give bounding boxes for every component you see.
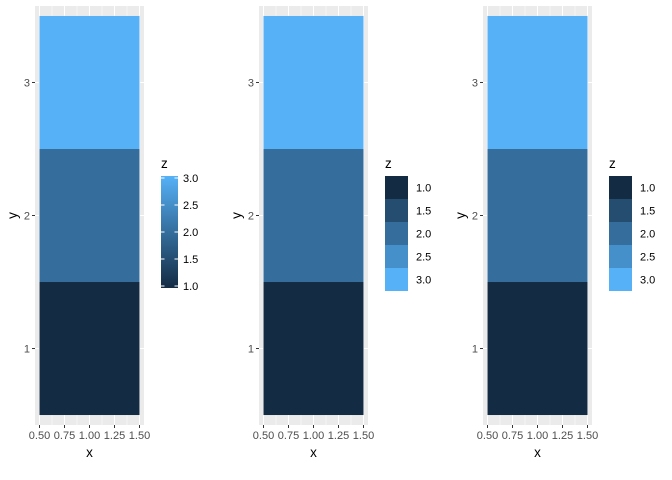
y-axis-title: y — [453, 212, 468, 219]
tiles — [39, 15, 140, 416]
legend: z 1.0 1.5 2.0 2.5 3.0 — [385, 156, 431, 291]
x-tick-label: 1.50 — [353, 430, 374, 442]
legend-key — [609, 268, 632, 291]
x-tick-label: 0.50 — [477, 430, 498, 442]
x-tick-label: 0.75 — [54, 430, 75, 442]
y-tick-label: 2 — [472, 211, 478, 223]
x-tick-label: 1.25 — [328, 430, 349, 442]
x-tick-label: 1.50 — [129, 430, 150, 442]
legend-label: 2.5 — [416, 252, 431, 264]
y-axis: 1 2 3 — [24, 77, 35, 356]
x-tick-label: 0.50 — [253, 430, 274, 442]
y-tick-label: 1 — [472, 344, 478, 356]
x-tick-label: 1.25 — [104, 430, 125, 442]
tile-y1 — [487, 282, 588, 416]
facet-1: 0.50 0.75 1.00 1.25 1.50 1 2 3 x y z 1.0 1.5 2.0 2.5 3.… — [5, 6, 198, 460]
x-tick-label: 1.25 — [552, 430, 573, 442]
legend-key — [385, 176, 408, 199]
legend-label: 2.0 — [640, 229, 655, 241]
tiles — [487, 15, 588, 416]
legend-key — [609, 176, 632, 199]
y-axis: 1 2 3 — [248, 77, 259, 356]
y-axis-title: y — [5, 212, 20, 219]
x-axis-title: x — [86, 445, 93, 460]
facet-3: 0.50 0.75 1.00 1.25 1.50 1 2 3 x y z 1.0 1.5 2.0 2.5 3.… — [453, 6, 655, 460]
tile-y3 — [263, 15, 364, 149]
legend-label: 3.0 — [416, 275, 431, 287]
facet-2: 0.50 0.75 1.00 1.25 1.50 1 2 3 x y z 1.0 1.5 2.0 2.5 3.… — [229, 6, 431, 460]
x-axis: 0.50 0.75 1.00 1.25 1.50 — [29, 425, 150, 442]
legend-label: 1.5 — [183, 254, 198, 266]
legend-label: 3.0 — [640, 275, 655, 287]
x-tick-label: 0.50 — [29, 430, 50, 442]
legend-key — [609, 222, 632, 245]
legend-label: 1.5 — [640, 206, 655, 218]
tile-y3 — [39, 15, 140, 149]
legend: z 1.0 1.5 2.0 2.5 3.0 — [161, 156, 198, 293]
x-tick-label: 1.50 — [577, 430, 598, 442]
legend-key — [385, 222, 408, 245]
legend-title: z — [609, 156, 616, 171]
legend-label: 2.0 — [416, 229, 431, 241]
legend-label: 1.5 — [416, 206, 431, 218]
tile-y2 — [39, 148, 140, 283]
tile-y2 — [263, 148, 364, 283]
legend-key — [385, 245, 408, 268]
legend-label: 1.0 — [416, 183, 431, 195]
legend-key — [385, 268, 408, 291]
y-tick-label: 1 — [248, 344, 254, 356]
y-axis-title: y — [229, 212, 244, 219]
tile-y2 — [487, 148, 588, 283]
x-tick-label: 1.00 — [303, 430, 324, 442]
y-tick-label: 3 — [472, 77, 478, 89]
x-tick-label: 1.00 — [527, 430, 548, 442]
tile-y3 — [487, 15, 588, 149]
x-axis: 0.50 0.75 1.00 1.25 1.50 — [253, 425, 374, 442]
legend-label: 1.0 — [183, 281, 198, 293]
y-tick-label: 3 — [248, 77, 254, 89]
tile-y1 — [263, 282, 364, 416]
tiles — [263, 15, 364, 416]
x-axis: 0.50 0.75 1.00 1.25 1.50 — [477, 425, 598, 442]
x-tick-label: 1.00 — [79, 430, 100, 442]
legend-label: 3.0 — [183, 173, 198, 185]
legend-title: z — [385, 156, 392, 171]
legend-title: z — [161, 156, 168, 171]
legend-key — [385, 199, 408, 222]
x-axis-title: x — [310, 445, 317, 460]
y-tick-label: 3 — [24, 77, 30, 89]
legend-label: 2.5 — [183, 200, 198, 212]
tile-y1 — [39, 282, 140, 416]
legend-key — [609, 199, 632, 222]
legend-label: 2.5 — [640, 252, 655, 264]
y-tick-label: 2 — [248, 211, 254, 223]
y-tick-label: 1 — [24, 344, 30, 356]
legend-label: 1.0 — [640, 183, 655, 195]
legend-key — [609, 245, 632, 268]
x-axis-title: x — [534, 445, 541, 460]
x-tick-label: 0.75 — [502, 430, 523, 442]
legend-colorbar — [161, 176, 178, 288]
y-tick-label: 2 — [24, 211, 30, 223]
legend: z 1.0 1.5 2.0 2.5 3.0 — [609, 156, 655, 291]
legend-label: 2.0 — [183, 227, 198, 239]
x-tick-label: 0.75 — [278, 430, 299, 442]
y-axis: 1 2 3 — [472, 77, 483, 356]
